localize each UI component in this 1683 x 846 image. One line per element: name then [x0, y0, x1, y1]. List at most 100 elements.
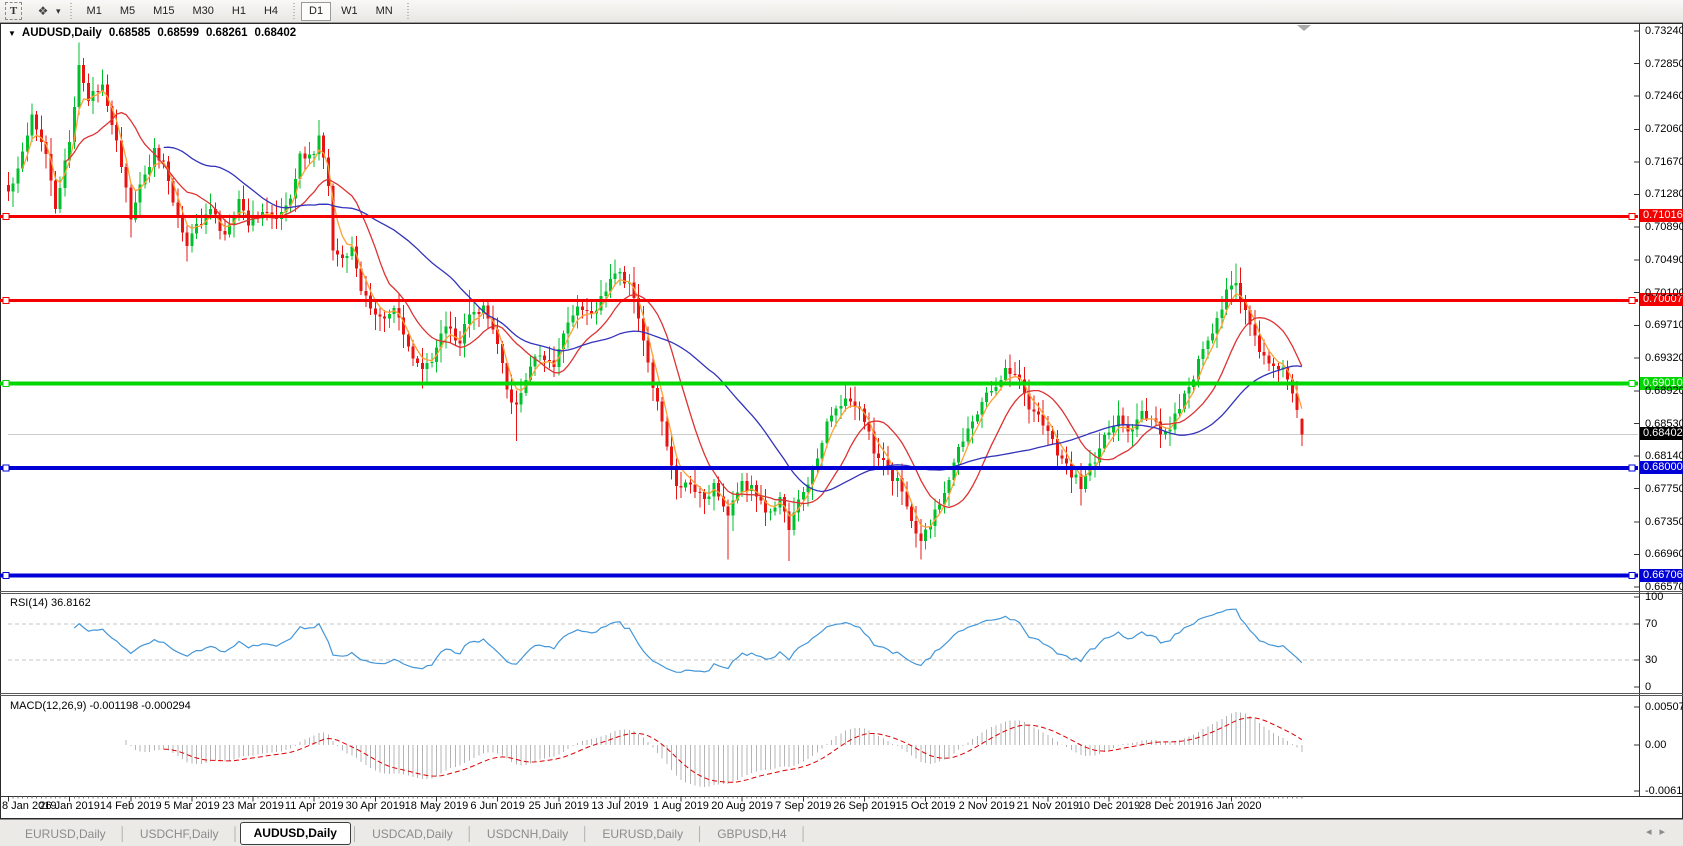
- candle-body: [688, 482, 692, 485]
- candle-body: [942, 493, 946, 505]
- chart-tab-usdchf-daily-1[interactable]: USDCHF,Daily: [139, 826, 219, 841]
- tab-scroll-left-icon[interactable]: ◂: [1645, 826, 1660, 838]
- candle-body: [1036, 411, 1040, 415]
- hline-handle[interactable]: [1628, 212, 1636, 220]
- candle-body: [1093, 462, 1097, 464]
- candle-body: [1286, 367, 1290, 380]
- candle-body: [232, 216, 236, 225]
- chart-tab-audusd-daily-2[interactable]: AUDUSD,Daily: [239, 822, 351, 845]
- candle-body: [1182, 393, 1186, 410]
- candle-body: [975, 414, 979, 422]
- candle-body: [1290, 379, 1294, 394]
- candle-body: [848, 398, 852, 402]
- candle-body: [373, 308, 377, 315]
- candle-body: [482, 305, 486, 314]
- candle-body: [355, 246, 359, 269]
- candle-body: [768, 511, 772, 513]
- candle-body: [637, 298, 641, 319]
- candle-body: [792, 512, 796, 531]
- candle-body: [1027, 393, 1031, 410]
- candle-body: [251, 216, 255, 226]
- candle-body: [1055, 438, 1059, 456]
- candle-body: [576, 306, 580, 316]
- candle-body: [985, 392, 989, 402]
- candle-body: [110, 105, 114, 125]
- chart-tab-usdcad-daily-3[interactable]: USDCAD,Daily: [372, 826, 453, 841]
- timeframe-button-w1[interactable]: W1: [341, 5, 358, 17]
- candle-body: [938, 504, 942, 510]
- candle-body: [54, 180, 58, 209]
- hline-handle[interactable]: [1628, 464, 1636, 472]
- timeframe-button-d1[interactable]: D1: [301, 1, 332, 21]
- candle-body: [176, 202, 180, 219]
- candle-body: [590, 311, 594, 314]
- candle-body: [1131, 429, 1135, 432]
- candle-body: [703, 492, 707, 499]
- candle-body: [336, 250, 340, 255]
- candle-body: [44, 141, 48, 154]
- candle-body: [293, 179, 297, 199]
- candle-body: [1018, 374, 1022, 380]
- candle-body: [693, 484, 697, 493]
- candle-body: [844, 398, 848, 406]
- candle-body: [764, 500, 768, 513]
- candle-body: [698, 492, 702, 494]
- timeframe-button-h1[interactable]: H1: [231, 5, 246, 17]
- hline-handle[interactable]: [1628, 380, 1636, 388]
- candle-body: [209, 208, 213, 215]
- candle-body: [895, 478, 899, 482]
- chart-tab-gbpusd-h4-6[interactable]: GBPUSD,H4: [717, 826, 787, 841]
- candle-body: [1065, 458, 1069, 464]
- candle-body: [905, 491, 909, 507]
- candle-body: [364, 290, 368, 296]
- candle-body: [152, 148, 156, 167]
- timeframe-button-h4[interactable]: H4: [263, 5, 279, 17]
- chart-tab-eurusd-daily-5[interactable]: EURUSD,Daily: [602, 826, 684, 841]
- candle-body: [891, 467, 895, 482]
- tab-scroll-right-icon[interactable]: ▸: [1659, 826, 1673, 838]
- cursor-tool-icon[interactable]: ❖: [37, 4, 49, 18]
- candle-body: [425, 362, 429, 369]
- hline-handle[interactable]: [2, 380, 10, 388]
- cursor-tool-dropdown-icon[interactable]: ▾: [56, 5, 61, 16]
- hline-handle[interactable]: [2, 296, 10, 304]
- candle-body: [834, 408, 838, 416]
- candle-body: [820, 443, 824, 459]
- candle-body: [101, 84, 105, 92]
- candle-body: [1060, 455, 1064, 459]
- timeframe-button-m1[interactable]: M1: [86, 5, 102, 17]
- candle-body: [1116, 415, 1120, 427]
- text-label-tool-button[interactable]: T: [5, 2, 22, 20]
- candle-body: [190, 233, 194, 246]
- hline-handle[interactable]: [1628, 296, 1636, 304]
- candle-body: [566, 322, 570, 334]
- timeframe-button-m5[interactable]: M5: [119, 5, 136, 17]
- timeframe-button-m30[interactable]: M30: [192, 5, 214, 17]
- candle-body: [623, 271, 627, 284]
- tab-separator: │: [696, 826, 705, 841]
- candle-body: [684, 482, 688, 488]
- chart-window[interactable]: [0, 23, 1683, 819]
- candle-body: [989, 390, 993, 393]
- candle-body: [580, 306, 584, 311]
- chart-tab-eurusd-daily-0[interactable]: EURUSD,Daily: [25, 826, 106, 841]
- candle-body: [839, 405, 843, 409]
- candle-body: [312, 153, 316, 155]
- hline-handle[interactable]: [2, 572, 10, 580]
- timeframe-button-mn[interactable]: MN: [375, 5, 393, 17]
- hline-handle[interactable]: [2, 212, 10, 220]
- hline-handle[interactable]: [1628, 572, 1636, 580]
- candle-body: [1159, 421, 1163, 435]
- tab-separator: │: [581, 826, 590, 841]
- chart-tab-usdcnh-daily-4[interactable]: USDCNH,Daily: [486, 826, 569, 841]
- candle-body: [472, 312, 476, 315]
- tab-scroll-arrows[interactable]: ◂▸: [1646, 825, 1673, 838]
- candle-body: [585, 310, 589, 312]
- timeframe-button-m15[interactable]: M15: [153, 5, 175, 17]
- candle-body: [514, 402, 518, 405]
- candle-body: [1140, 410, 1144, 420]
- candle-body: [1079, 474, 1083, 490]
- candle-body: [505, 363, 509, 390]
- hline-handle[interactable]: [2, 464, 10, 472]
